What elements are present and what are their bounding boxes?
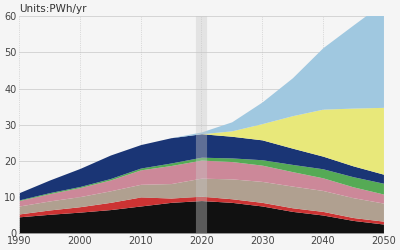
Text: Units:PWh/yr: Units:PWh/yr [19,4,87,14]
